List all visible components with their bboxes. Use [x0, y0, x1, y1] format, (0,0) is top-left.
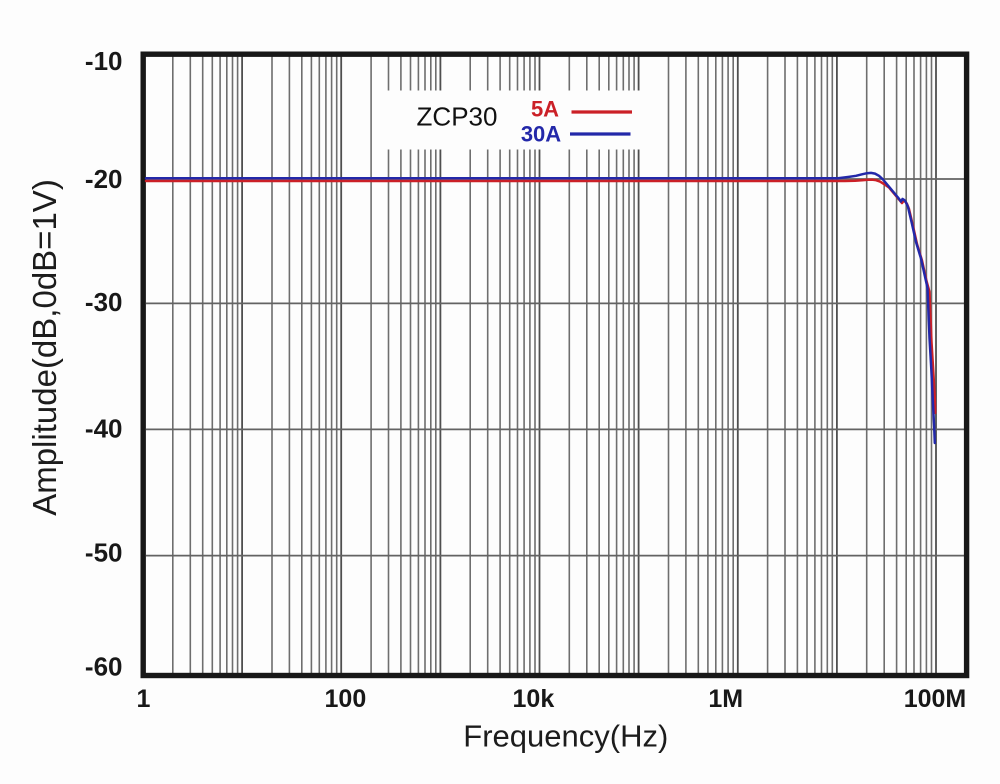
svg-text:1: 1 [137, 685, 151, 713]
svg-text:1M: 1M [708, 685, 743, 713]
svg-text:-40: -40 [85, 414, 123, 444]
svg-text:5A: 5A [531, 97, 559, 122]
svg-text:ZCP30: ZCP30 [417, 102, 498, 132]
svg-text:-60: -60 [85, 652, 123, 682]
svg-text:30A: 30A [521, 122, 561, 147]
svg-text:100M: 100M [904, 685, 967, 713]
svg-text:-20: -20 [85, 164, 123, 194]
svg-text:-50: -50 [85, 538, 123, 568]
svg-text:100: 100 [325, 685, 367, 713]
svg-text:-30: -30 [85, 287, 123, 317]
svg-text:-10: -10 [85, 46, 123, 76]
svg-text:10k: 10k [513, 685, 555, 713]
svg-text:Amplitude(dB,0dB=1V): Amplitude(dB,0dB=1V) [26, 179, 63, 516]
svg-text:Frequency(Hz): Frequency(Hz) [463, 719, 668, 754]
